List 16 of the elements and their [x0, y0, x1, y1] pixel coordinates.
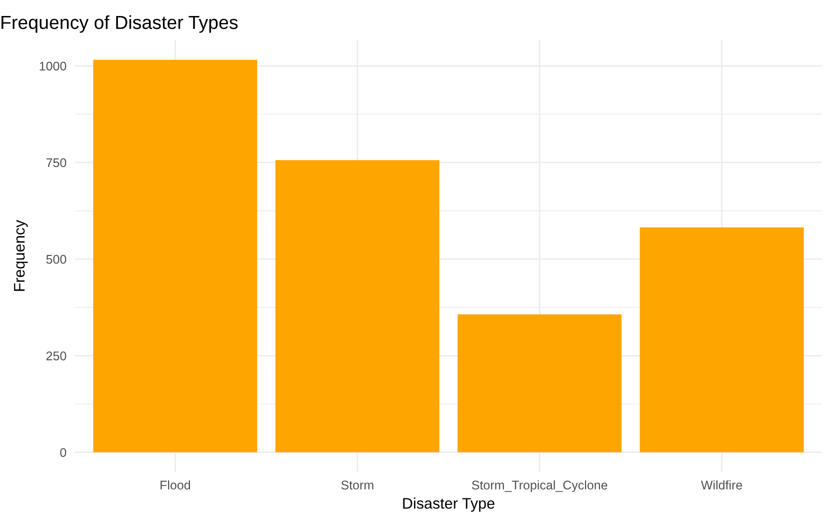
bar — [93, 60, 258, 452]
y-tick-label: 250 — [46, 351, 66, 360]
bar — [458, 314, 622, 452]
bar — [275, 160, 440, 452]
y-tick-label: 1000 — [40, 62, 66, 71]
y-tick-label: 0 — [60, 448, 66, 457]
x-tick-label: Storm_Tropical_Cyclone — [472, 480, 608, 492]
x-tick-label: Flood — [160, 480, 190, 490]
chart-title: Frequency of Disaster Types — [2, 15, 238, 33]
x-tick-label: Storm — [341, 480, 374, 490]
y-axis-title: Frequency — [14, 220, 28, 291]
bar — [640, 227, 804, 452]
y-tick-label: 500 — [46, 254, 66, 264]
x-tick-label: Wildfire — [701, 480, 742, 490]
y-tick-label: 750 — [46, 158, 66, 168]
x-axis-title: Disaster Type — [403, 498, 494, 512]
